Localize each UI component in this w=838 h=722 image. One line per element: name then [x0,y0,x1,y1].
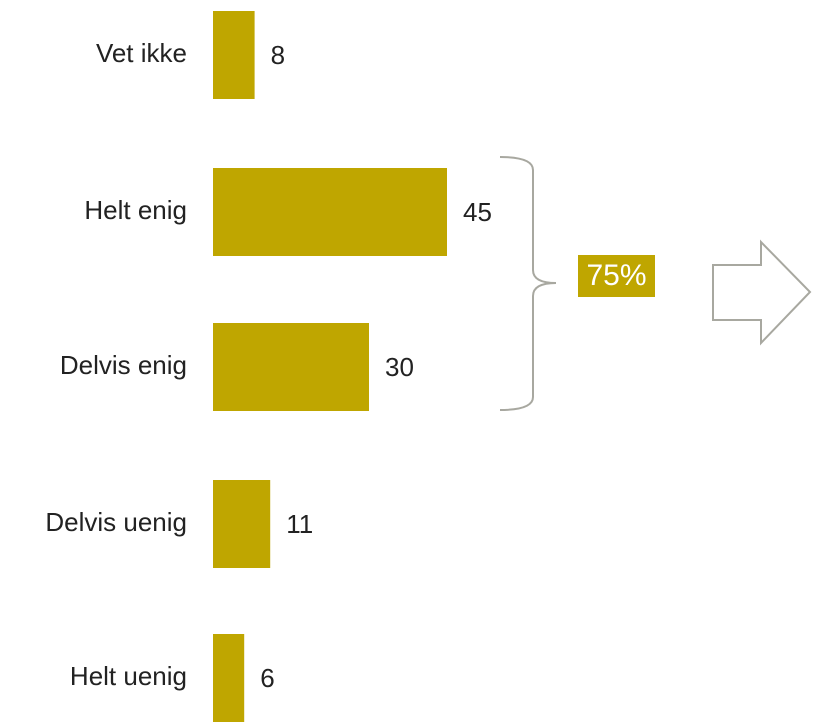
bar [213,11,255,99]
category-label: Helt enig [84,195,187,225]
category-label: Vet ikke [96,38,187,68]
value-label: 45 [463,197,492,227]
arrow [712,239,812,346]
bar [213,168,447,256]
bracket [499,156,557,411]
value-label: 8 [271,40,285,70]
category-label: Delvis uenig [45,507,187,537]
category-label: Delvis enig [60,350,187,380]
annotation-box [578,255,655,297]
value-label: 6 [260,663,274,693]
value-label: 11 [286,509,313,539]
bar [213,323,369,411]
value-label: 30 [385,352,414,382]
annotation: 75% [586,259,646,292]
bar [213,634,245,722]
category-label: Helt uenig [70,661,187,691]
bar [213,480,271,568]
